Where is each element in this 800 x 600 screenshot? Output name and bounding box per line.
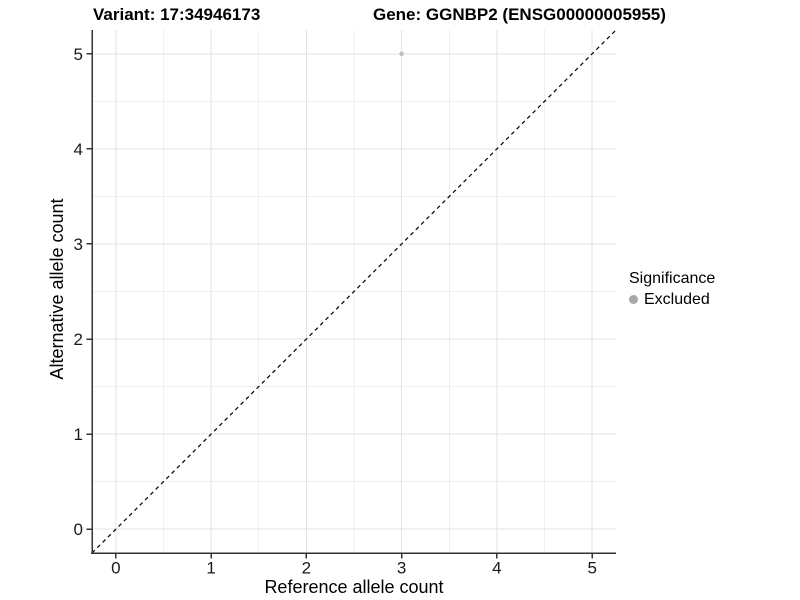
x-tick-label: 1	[206, 559, 215, 578]
y-tick-label: 2	[74, 330, 83, 349]
y-tick-label: 5	[74, 45, 83, 64]
x-tick-label: 0	[111, 559, 120, 578]
y-tick-label: 4	[74, 140, 83, 159]
axis-tick-marks	[86, 53, 593, 559]
identity-line-group	[91, 29, 617, 554]
variant-title: Variant: 17:34946173	[93, 5, 261, 24]
x-tick-label: 3	[397, 559, 406, 578]
legend-item-label: Excluded	[644, 291, 710, 308]
x-tick-label: 5	[587, 559, 596, 578]
legend: Significance Excluded	[629, 269, 715, 309]
y-tick-label: 0	[74, 520, 83, 539]
y-tick-label: 3	[74, 235, 83, 254]
data-point	[399, 51, 404, 57]
identity-line	[91, 29, 617, 554]
legend-title: Significance	[629, 270, 716, 287]
axis-tick-labels: 0 1 2 3 4 5 0 1 2 3 4 5	[74, 45, 597, 578]
legend-item-excluded: Excluded	[629, 290, 715, 309]
x-tick-label: 2	[302, 559, 311, 578]
gene-title: Gene: GGNBP2 (ENSG00000005955)	[373, 5, 666, 24]
x-axis-label: Reference allele count	[264, 577, 444, 597]
data-points	[399, 51, 404, 57]
axis-lines	[91, 30, 616, 554]
minor-gridlines	[92, 30, 616, 553]
legend-key-dot-icon	[629, 295, 638, 304]
major-gridlines	[92, 30, 616, 553]
x-tick-label: 4	[492, 559, 501, 578]
y-tick-label: 1	[74, 425, 83, 444]
y-axis-label: Alternative allele count	[47, 198, 67, 380]
